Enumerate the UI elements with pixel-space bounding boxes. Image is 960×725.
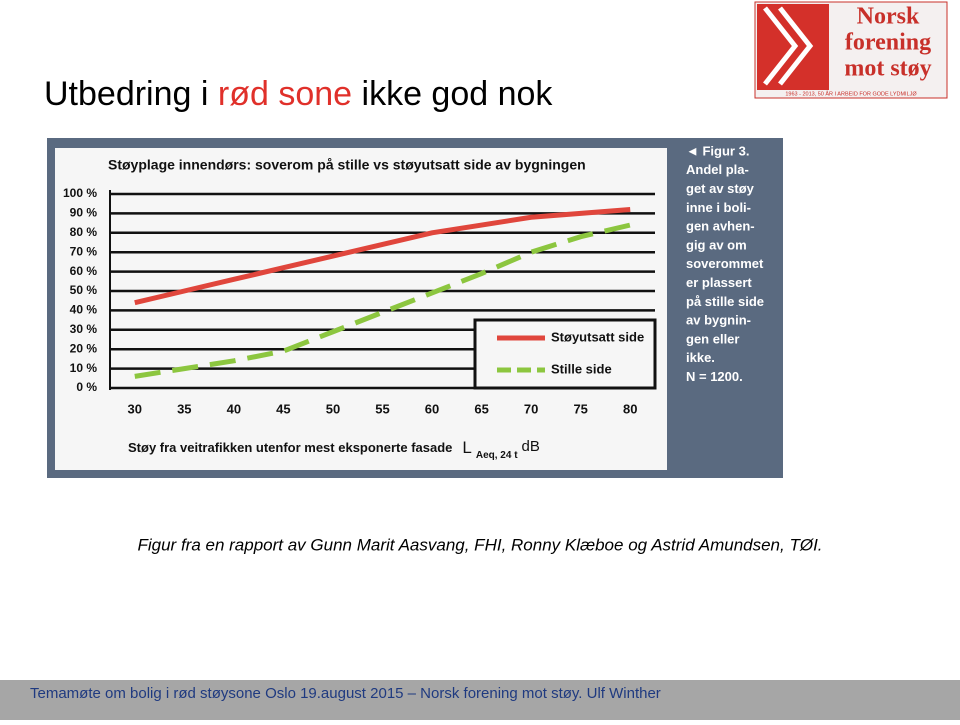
note-line: på stille side — [686, 294, 764, 309]
logo-stripes — [763, 6, 814, 86]
note-line: soverommet — [686, 256, 764, 271]
legend-box — [473, 318, 657, 390]
note-line: gig av om — [686, 237, 747, 252]
title-part: rød sone — [218, 75, 352, 113]
y-tick-label: 0 % — [76, 380, 97, 394]
y-tick-label: 100 % — [63, 186, 97, 200]
note-line: ikke. — [686, 350, 715, 365]
logo-tagline: 1963 - 2013, 50 ÅR I ARBEID FOR GODE LYD… — [785, 90, 917, 97]
note-line: gen avhen- — [686, 219, 755, 234]
x-label-subscript: Aeq, 24 t — [476, 450, 518, 461]
note-line: er plassert — [686, 275, 752, 290]
x-tick-label: 60 — [425, 401, 439, 416]
logo-text: forening — [845, 30, 931, 56]
x-tick-label: 55 — [375, 401, 389, 416]
note-line: N = 1200. — [686, 369, 743, 384]
chart-title: Støyplage innendørs: soverom på stille v… — [108, 157, 586, 173]
logo: Norsk forening mot støy 1963 - 2013, 50 … — [754, 1, 948, 99]
logo-text: Norsk — [857, 4, 920, 30]
x-tick-label: 80 — [623, 401, 637, 416]
x-tick-label: 65 — [474, 401, 488, 416]
y-tick-label: 60 % — [70, 264, 98, 278]
y-tick-label: 90 % — [70, 206, 98, 220]
footer: Temamøte om bolig i rød støysone Oslo 19… — [30, 685, 661, 702]
x-tick-label: 40 — [227, 401, 241, 416]
y-tick-label: 70 % — [70, 244, 98, 258]
note-line: inne i boli- — [686, 200, 751, 215]
title-part: ikke god nok — [352, 75, 553, 113]
x-axis-label: Støy fra veitrafikken utenfor mest ekspo… — [128, 438, 540, 461]
x-tick-label: 35 — [177, 401, 191, 416]
y-tick-label: 80 % — [70, 225, 98, 239]
y-tick-label: 40 % — [70, 303, 98, 317]
title-part: Utbedring i — [44, 75, 218, 113]
figure-note: ◄ Figur 3. Andel pla-get av støy inne i bo… — [686, 143, 764, 384]
x-label-symbol: L — [462, 438, 471, 457]
legend-label: Stille side — [551, 361, 612, 376]
y-tick-label: 10 % — [70, 361, 98, 375]
x-label-unit: dB — [522, 438, 540, 455]
logo-text: mot støy — [844, 56, 931, 82]
x-tick-label: 30 — [128, 401, 142, 416]
x-label-text: Støy fra veitrafikken utenfor mest ekspo… — [128, 440, 452, 455]
slide-title: Utbedring i rød sone ikke god nok — [44, 75, 553, 113]
legend-label: Støyutsatt side — [551, 329, 644, 344]
series-line — [134, 207, 631, 306]
x-tick-label: 50 — [326, 401, 340, 416]
series-line — [134, 222, 631, 379]
note-line: ◄ Figur 3. — [686, 143, 749, 158]
note-line: Andel pla- — [686, 162, 749, 177]
plot: 0 % 10 % 20 % 30 % 40 % 50 % 60 % 70 % 80 % 90 % 1… — [63, 186, 657, 416]
caption: Figur fra en rapport av Gunn Marit Aasva… — [137, 535, 822, 554]
note-line: gen eller — [686, 331, 739, 346]
x-tick-label: 75 — [573, 401, 587, 416]
chart-panel — [55, 148, 667, 470]
footer-bar — [0, 680, 960, 720]
y-tick-label: 30 % — [70, 322, 98, 336]
note-line: av bygnin- — [686, 313, 751, 328]
note-line: get av støy — [686, 181, 755, 196]
y-tick-label: 20 % — [70, 341, 98, 355]
x-tick-label: 45 — [276, 401, 290, 416]
x-tick-label: 70 — [524, 401, 538, 416]
y-tick-label: 50 % — [70, 283, 98, 297]
